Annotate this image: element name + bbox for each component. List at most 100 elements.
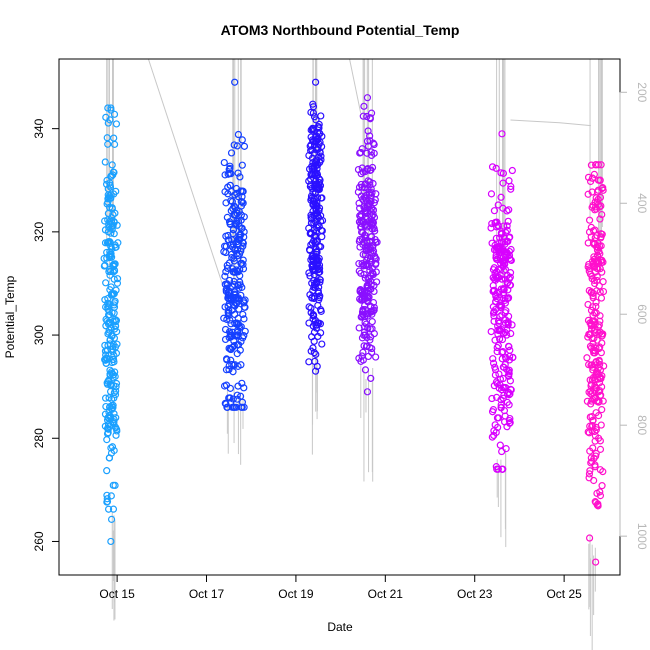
- data-point: [370, 330, 378, 338]
- data-point: [305, 246, 314, 254]
- y-tick-label: 280: [32, 428, 46, 448]
- data-point: [109, 222, 117, 230]
- data-point: [503, 398, 511, 406]
- data-point: [102, 351, 110, 359]
- y-axis: 260 280 300 320 340: [32, 118, 60, 551]
- data-point: [238, 379, 246, 387]
- data-point: [233, 299, 241, 307]
- data-point: [220, 158, 228, 167]
- data-point: [101, 239, 110, 247]
- data-point: [111, 209, 119, 217]
- data-point: [233, 142, 241, 150]
- data-point: [596, 193, 605, 202]
- data-point: [106, 179, 114, 187]
- data-point: [109, 401, 117, 409]
- data-point: [504, 320, 512, 329]
- data-point: [371, 196, 379, 204]
- data-point: [502, 229, 510, 237]
- data-point: [368, 269, 377, 277]
- data-point: [316, 276, 324, 284]
- data-point: [372, 268, 380, 276]
- data-point: [585, 470, 594, 478]
- data-point: [595, 370, 603, 378]
- data-point: [500, 407, 509, 415]
- data-point: [313, 321, 321, 329]
- data-point: [587, 382, 595, 390]
- data-point: [306, 142, 314, 150]
- data-point: [106, 387, 115, 396]
- data-point: [595, 397, 603, 405]
- data-point: [309, 344, 317, 352]
- data-point: [494, 423, 502, 432]
- data-point: [487, 190, 496, 198]
- data-point: [317, 194, 325, 202]
- data-point: [315, 207, 323, 215]
- data-point: [589, 303, 597, 311]
- data-point: [364, 127, 372, 135]
- data-point: [226, 384, 234, 392]
- data-point: [585, 534, 594, 542]
- data-point: [104, 140, 112, 148]
- data-point: [355, 183, 364, 191]
- data-point: [501, 360, 509, 369]
- data-point: [369, 179, 377, 188]
- data-point: [494, 341, 502, 350]
- data-point: [367, 192, 375, 200]
- data-point: [598, 482, 606, 490]
- data-point: [230, 141, 238, 149]
- data-point: [316, 182, 325, 190]
- data-point: [490, 207, 499, 215]
- data-point: [499, 394, 507, 402]
- data-point: [313, 248, 321, 256]
- data-point: [313, 199, 321, 207]
- data-point: [241, 303, 249, 311]
- data-point: [225, 276, 234, 285]
- data-point: [595, 321, 603, 329]
- data-point: [112, 187, 120, 195]
- data-point: [230, 342, 238, 350]
- data-point: [305, 358, 313, 366]
- data-point: [107, 250, 115, 258]
- data-point: [362, 320, 370, 328]
- data-point: [504, 294, 513, 302]
- data-point: [499, 348, 507, 356]
- data-point: [367, 166, 375, 174]
- data-point: [103, 467, 111, 475]
- data-point: [237, 337, 245, 346]
- data-point: [367, 109, 376, 117]
- data-point: [372, 353, 380, 361]
- data-point-max: [363, 94, 372, 102]
- data-point: [113, 425, 121, 433]
- data-point: [596, 176, 604, 185]
- series-2: [305, 78, 327, 375]
- data-point: [110, 230, 118, 238]
- data-point: [223, 356, 231, 364]
- data-point: [596, 387, 604, 395]
- data-points: [100, 78, 608, 566]
- data-point: [507, 245, 515, 254]
- data-point: [592, 449, 600, 458]
- data-point: [359, 112, 367, 120]
- data-point: [506, 346, 514, 354]
- data-point: [238, 398, 246, 406]
- data-point: [364, 352, 372, 361]
- x-tick-label: Oct 19: [278, 587, 314, 601]
- data-point: [492, 164, 500, 172]
- data-point: [506, 414, 514, 423]
- data-point: [489, 406, 497, 414]
- data-point: [499, 169, 508, 177]
- data-point: [226, 162, 234, 170]
- data-point: [598, 210, 606, 219]
- data-point: [238, 136, 246, 144]
- y-tick-label: 320: [32, 222, 46, 242]
- data-point: [599, 468, 607, 476]
- data-point: [583, 354, 591, 362]
- y-axis-label: Potential_Temp: [3, 275, 17, 358]
- data-point: [113, 221, 121, 229]
- data-point: [489, 355, 497, 363]
- data-point: [237, 323, 245, 331]
- data-point: [108, 253, 116, 261]
- data-point: [315, 296, 323, 304]
- data-point: [507, 329, 515, 338]
